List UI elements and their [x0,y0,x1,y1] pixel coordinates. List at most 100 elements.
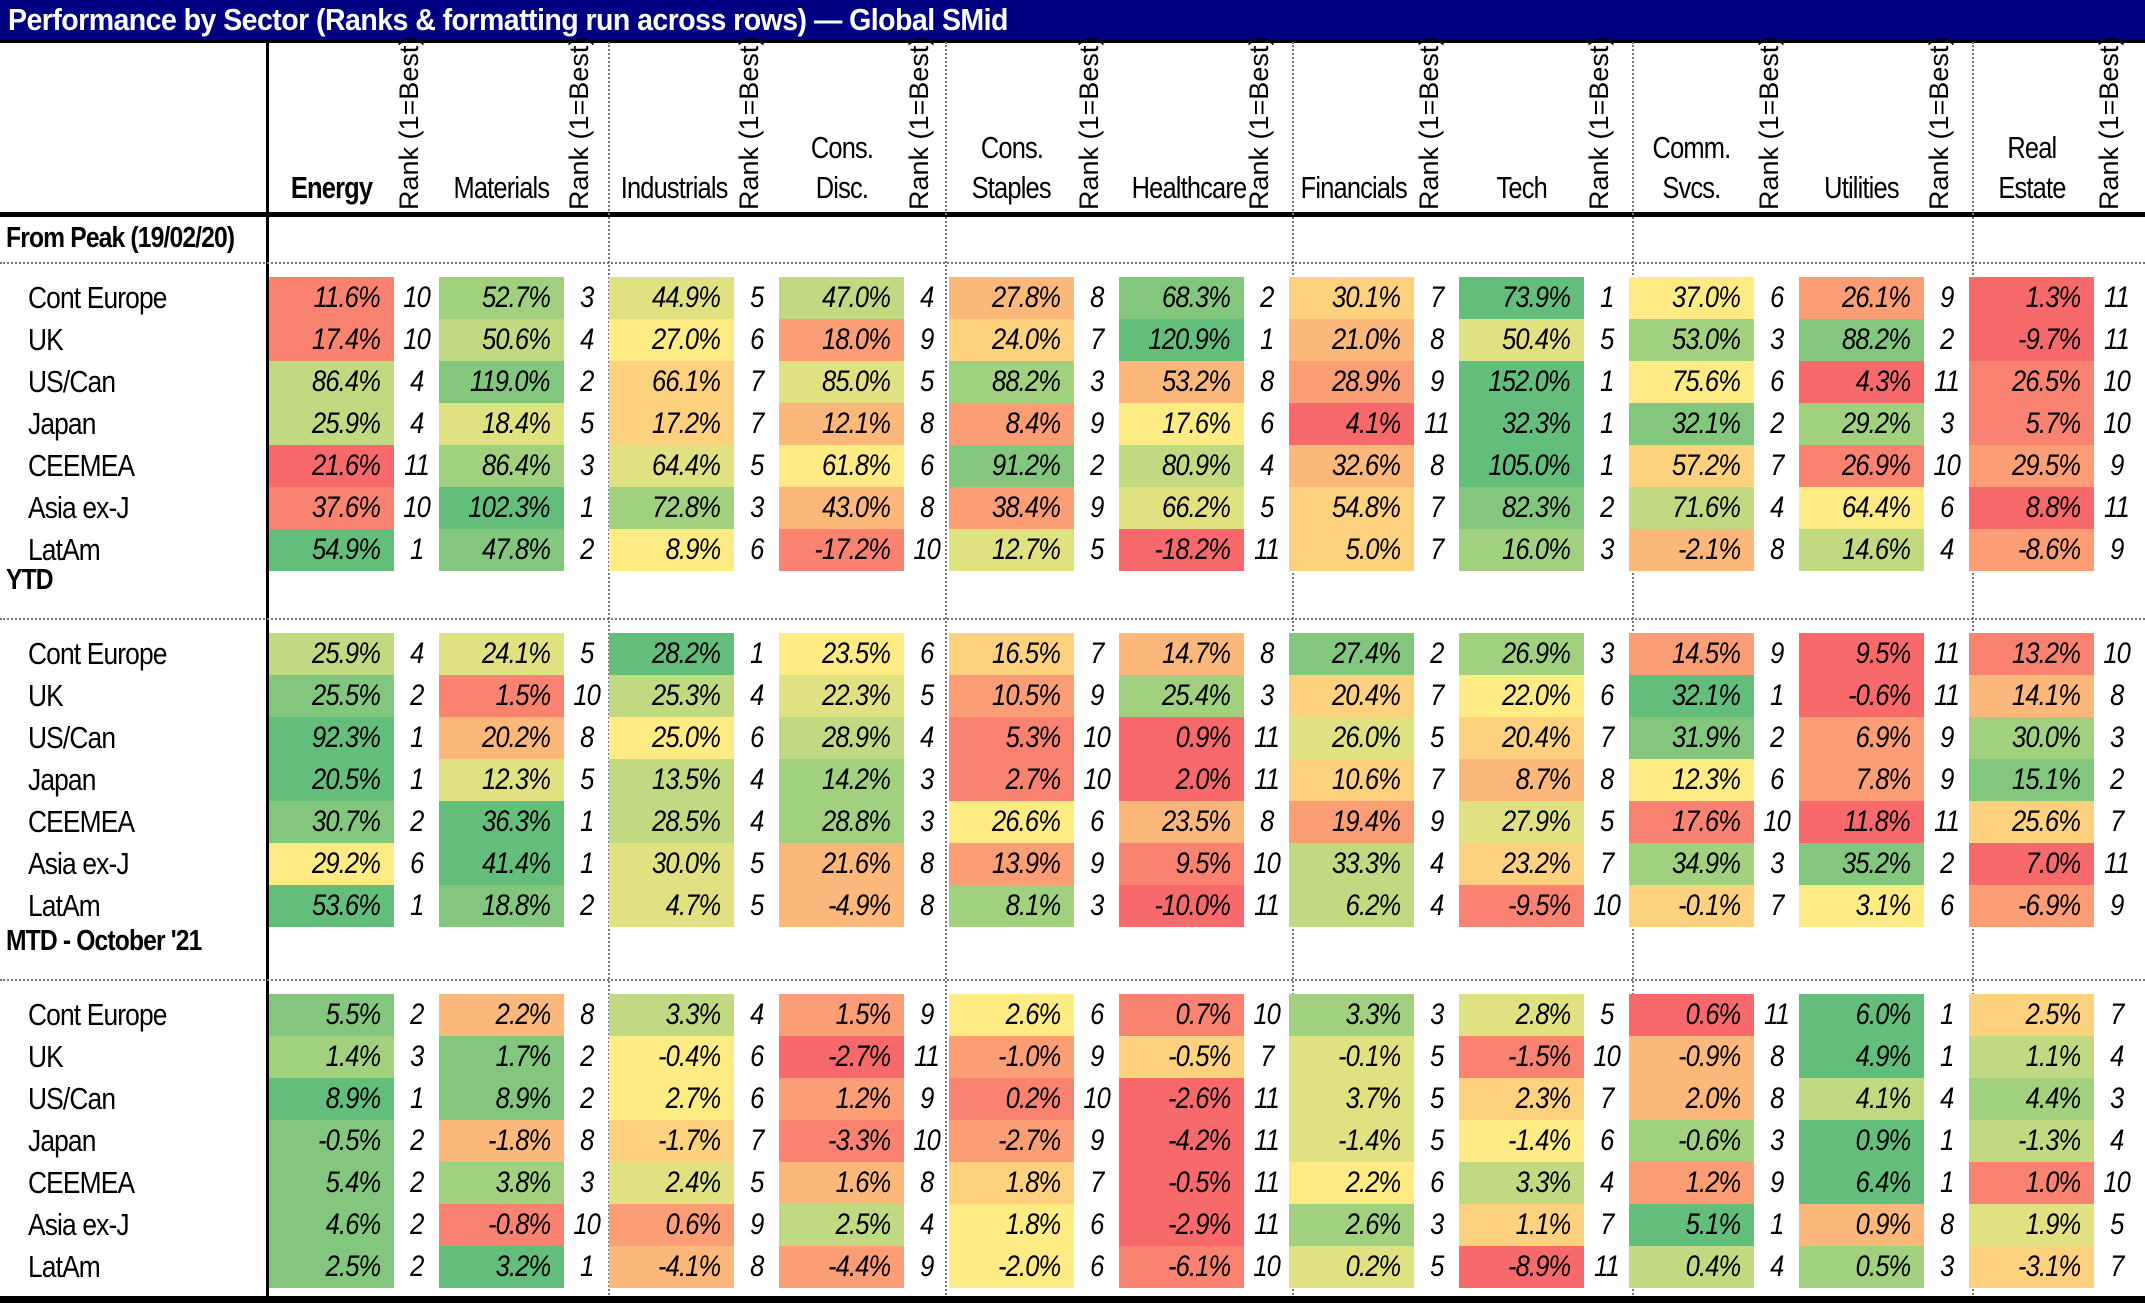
value-text: 3.7% [1345,1082,1401,1115]
rank-cell: 7 [1584,1204,1629,1246]
rank-text: 6 [1429,1166,1444,1199]
rank-cell: 10 [1074,717,1119,759]
rank-cell: 4 [1924,1078,1969,1120]
rank-cell: 1 [394,1078,439,1120]
rank-cell: 5 [734,445,779,487]
value-cell: 1.5% [439,675,564,717]
rank-column-header[interactable]: Rank (1=Best) [564,36,594,210]
value-text: 20.5% [311,763,381,796]
value-cell: 3.1% [1799,885,1924,927]
rank-text: 2 [2109,763,2124,796]
rank-cell: 5 [564,403,609,445]
rank-cell: 6 [904,633,949,675]
rank-column-header[interactable]: Rank (1=Best) [1414,36,1444,210]
column-header-industrials[interactable]: Industrials [609,168,734,208]
rank-text: 1 [409,763,424,796]
value-cell: 2.2% [439,994,564,1036]
column-header-energy[interactable]: Energy [269,168,394,208]
value-cell: 50.6% [439,319,564,361]
rank-text: 10 [403,323,431,356]
rank-cell: 3 [1074,885,1119,927]
rank-cell: 2 [394,1246,439,1288]
value-cell: 88.2% [1799,319,1924,361]
rank-cell: 10 [394,277,439,319]
column-header-tech[interactable]: Tech [1459,168,1584,208]
rank-text: 5 [749,281,764,314]
rank-cell: 8 [1074,277,1119,319]
rank-text: 5 [1429,1082,1444,1115]
section-label-text: From Peak (19/02/20) [6,222,235,254]
rank-column-header[interactable]: Rank (1=Best) [1244,36,1274,210]
value-cell: 3.3% [1459,1162,1584,1204]
rank-text: 5 [579,763,594,796]
rank-column-header[interactable]: Rank (1=Best) [2094,36,2124,210]
column-header-svcs[interactable]: Comm. Svcs. [1629,128,1754,208]
column-header-line2: Industrials [620,170,729,205]
row-label-asia-ex-j: Asia ex-J [28,487,146,529]
rank-column-header[interactable]: Rank (1=Best) [734,36,764,210]
rank-cell: 9 [1074,675,1119,717]
rank-cell: 8 [1414,319,1459,361]
rank-text: 9 [1769,1166,1784,1199]
value-cell: 14.7% [1119,633,1244,675]
rank-text: 7 [1429,281,1444,314]
value-text: 28.8% [821,805,891,838]
row-label-japan: Japan [28,403,107,445]
rank-text: 1 [409,533,424,566]
value-text: 52.7% [481,281,551,314]
value-cell: 64.4% [1799,487,1924,529]
rank-text: 2 [579,1082,594,1115]
rank-text: 2 [409,679,424,712]
value-cell: 21.6% [779,843,904,885]
value-cell: -2.1% [1629,529,1754,571]
column-header-line2: Estate [1997,170,2066,205]
value-text: 12.1% [821,407,891,440]
row-label-cont-europe: Cont Europe [28,633,191,675]
column-header-healthcare[interactable]: Healthcare [1119,168,1248,208]
rank-column-header[interactable]: Rank (1=Best) [1924,36,1954,210]
value-cell: -1.5% [1459,1036,1584,1078]
rank-text: 1 [1599,449,1614,482]
value-text: 32.3% [1501,407,1571,440]
value-text: 0.4% [1685,1250,1741,1283]
value-cell: 12.3% [439,759,564,801]
value-text: 1.6% [835,1166,891,1199]
rank-text: 4 [749,679,764,712]
value-cell: 5.1% [1629,1204,1754,1246]
rank-column-header[interactable]: Rank (1=Best) [904,36,934,210]
column-header-financials[interactable]: Financials [1289,168,1414,208]
rank-cell: 5 [1074,529,1119,571]
value-text: 26.1% [1841,281,1911,314]
value-cell: 86.4% [269,361,394,403]
rank-column-header[interactable]: Rank (1=Best) [1074,36,1104,210]
value-text: 3.1% [1855,889,1911,922]
column-header-utilities[interactable]: Utilities [1799,168,1924,208]
column-header-disc[interactable]: Cons. Disc. [779,128,904,208]
rank-text: 10 [2103,637,2131,670]
rank-text: 3 [2109,1082,2124,1115]
column-header-line1: Real [2006,130,2057,165]
rank-column-header[interactable]: Rank (1=Best) [394,36,424,210]
value-cell: 8.1% [949,885,1074,927]
value-text: 4.1% [1855,1082,1911,1115]
value-text: 2.5% [2025,998,2081,1031]
rank-column-header[interactable]: Rank (1=Best) [1584,36,1614,210]
rank-text: 6 [1769,763,1784,796]
rank-text: 1 [1599,407,1614,440]
column-header-materials[interactable]: Materials [439,168,564,208]
rank-text: 7 [1259,1040,1274,1073]
rank-cell: 6 [1924,885,1969,927]
rank-cell: 8 [1754,529,1799,571]
rank-text: 11 [1254,1208,1280,1241]
value-cell: 54.9% [269,529,394,571]
value-cell: 1.8% [949,1162,1074,1204]
value-text: -1.0% [997,1040,1061,1073]
rank-column-header[interactable]: Rank (1=Best) [1754,36,1784,210]
column-header-estate[interactable]: Real Estate [1969,128,2094,208]
rank-text: 10 [1763,805,1791,838]
rank-text: 11 [1764,998,1790,1031]
rank-text: 2 [579,533,594,566]
column-header-staples[interactable]: Cons. Staples [949,128,1074,208]
rank-cell: 7 [734,1120,779,1162]
rank-text: 10 [403,491,431,524]
